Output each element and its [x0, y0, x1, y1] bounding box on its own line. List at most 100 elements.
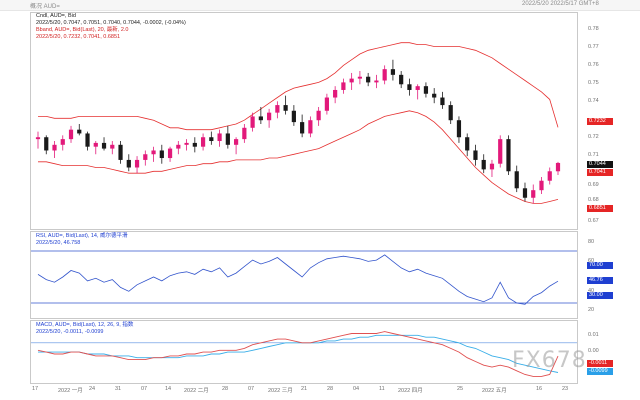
candle-body [134, 159, 140, 168]
x-axis-label: 28 [327, 386, 334, 392]
price-axis-label: 0.74 [588, 98, 599, 104]
rsi-axis-label: 40 [588, 288, 595, 294]
candle-body [118, 144, 123, 160]
candle-body [514, 171, 519, 189]
candle-body [225, 133, 230, 145]
x-axis-label: 07 [248, 386, 255, 392]
candle-body [481, 159, 486, 170]
macd-axis-label: 0.00 [588, 348, 599, 354]
macd-legend-line-2: 2022/5/20, -0.0011, -0.0099 [36, 329, 104, 335]
candle-body [399, 74, 404, 85]
rsi-legend-line-1: RSI, AUD=, Bid(Last), 14, 威尔德平滑 [36, 233, 128, 239]
last-price-badge: 0.7044 [587, 161, 613, 168]
x-axis-label: 2022 三月 [268, 388, 293, 394]
rsi-lower-badge: 30.00 [587, 292, 613, 299]
candle-body [531, 190, 536, 198]
macd-legend: MACD, AUD=, Bid(Last), 12, 26, 9, 指数 202… [36, 322, 133, 336]
candle-body [192, 142, 197, 147]
candle-body [101, 142, 107, 149]
chart-date-info: 2022/5/20 2022/5/17 GMT+8 [522, 1, 599, 7]
macd-pane[interactable] [30, 320, 578, 384]
bband-lower-line [38, 110, 559, 204]
rsi-axis-label: 20 [588, 307, 595, 313]
price-axis-label: 0.68 [588, 197, 599, 203]
candle-body [432, 93, 437, 98]
candle-body [275, 105, 280, 113]
candle-body [333, 89, 338, 98]
macd-legend-line-1: MACD, AUD=, Bid(Last), 12, 26, 9, 指数 [36, 322, 134, 328]
price-pane[interactable] [30, 12, 578, 230]
rsi-legend-line-2: 2022/5/20, 46.758 [36, 240, 81, 246]
candle-body [151, 150, 156, 155]
price-axis-label: 0.77 [588, 44, 599, 50]
x-axis-label: 04 [353, 386, 360, 392]
x-axis-label: 2022 四月 [398, 388, 423, 394]
candle-body [184, 142, 189, 145]
candle-body [110, 144, 115, 149]
signal-value-badge: -0.0099 [587, 368, 613, 375]
rsi-upper-badge: 70.00 [587, 262, 613, 269]
candle-body [159, 150, 164, 159]
candle-body [423, 86, 429, 94]
bband-upper-line [38, 42, 559, 131]
bband-upper-badge: 0.7232 [587, 118, 613, 125]
candle-body [242, 127, 247, 140]
candle-body [85, 133, 90, 147]
x-axis-label: 25 [457, 386, 464, 392]
candle-body [60, 139, 65, 145]
candle-body [93, 142, 98, 147]
x-axis-label: 14 [165, 386, 172, 392]
x-axis-label: 16 [536, 386, 543, 392]
x-axis-label: 28 [222, 386, 229, 392]
candle-body [506, 139, 511, 172]
candle-body [374, 80, 379, 83]
candle-body [68, 129, 74, 140]
candle-body [143, 154, 148, 160]
x-axis-label: 17 [32, 386, 39, 392]
candle-body [52, 144, 57, 151]
candle-body [126, 159, 131, 168]
candle-body [473, 150, 478, 160]
candle-body [250, 116, 255, 128]
rsi-legend: RSI, AUD=, Bid(Last), 14, 威尔德平滑 2022/5/2… [36, 233, 128, 247]
x-axis-label: 24 [89, 386, 96, 392]
candle-body [35, 137, 41, 140]
candle-body [258, 116, 263, 121]
candle-body [366, 76, 371, 83]
rsi-line [37, 254, 559, 305]
candle-body [200, 137, 206, 147]
bband-legend-line-1: Bband, AUD=, Bid(Last), 20, 最新, 2.0 [36, 27, 129, 33]
chart-title: 概况 AUD= [30, 4, 60, 10]
price-legend-line-2: 2022/5/20, 0.7047, 0.7051, 0.7040, 0.704… [36, 20, 186, 26]
x-axis-label: 2022 一月 [58, 388, 83, 394]
candle-body [77, 129, 82, 134]
candle-body [341, 82, 346, 90]
candle-body [176, 144, 181, 149]
price-axis-label: 0.71 [588, 152, 599, 158]
price-legend: Cndl, AUD=, Bid 2022/5/20, 0.7047, 0.705… [36, 13, 186, 41]
candle-body [44, 137, 49, 151]
candle-body [522, 188, 528, 198]
candle-body [283, 105, 288, 111]
x-axis-label: 23 [562, 386, 569, 392]
candle-body [390, 69, 396, 75]
window-title-bar: 概况 AUD= 2022/5/20 2022/5/17 GMT+8 [0, 0, 640, 11]
bband-middle-badge: 0.7041 [587, 169, 613, 176]
candle-body [440, 97, 445, 106]
price-legend-line-1: Cndl, AUD=, Bid [36, 13, 76, 19]
candle-body [167, 148, 173, 159]
candle-body [209, 137, 214, 142]
price-axis-label: 0.69 [588, 182, 599, 188]
price-axis-label: 0.67 [588, 218, 599, 224]
price-axis-label: 0.78 [588, 26, 599, 32]
candle-body [233, 139, 239, 145]
macd-line [37, 331, 559, 377]
macd-axis-label: 0.01 [588, 332, 599, 338]
bband-lower-badge: 0.6851 [587, 205, 613, 212]
x-axis-label: 11 [379, 386, 385, 392]
candle-body [316, 110, 321, 121]
candle-body [489, 163, 495, 170]
candle-body [324, 97, 329, 111]
x-axis-label: 07 [141, 386, 148, 392]
